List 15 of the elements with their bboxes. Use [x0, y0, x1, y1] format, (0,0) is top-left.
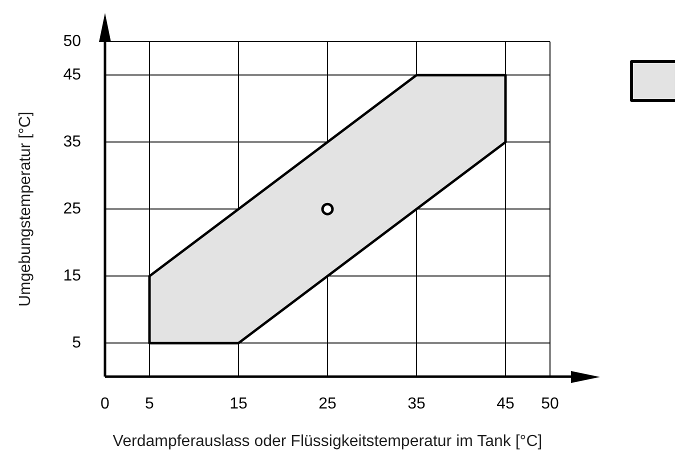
x-tick-label: 15 — [230, 396, 248, 413]
x-tick-label: 25 — [318, 396, 336, 413]
x-tick-label: 45 — [496, 396, 514, 413]
x-axis-title: Verdampferauslass oder Flüssigkeitstemperatur im Tank [°C] — [112, 432, 542, 450]
y-tick-label: 5 — [72, 334, 82, 352]
y-tick-label: 45 — [63, 66, 82, 84]
x-tick-label: 5 — [145, 396, 154, 413]
y-tick-label: 15 — [63, 268, 82, 285]
y-tick-label: 50 — [63, 33, 82, 50]
x-tick-label: 0 — [100, 396, 110, 413]
y-tick-label: 25 — [63, 200, 82, 218]
y-axis-title: Umgebungstemperatur [°C] — [17, 112, 34, 307]
x-tick-label: 50 — [541, 396, 559, 413]
x-tick-label: 35 — [408, 396, 426, 413]
y-tick-label: 35 — [63, 134, 82, 151]
